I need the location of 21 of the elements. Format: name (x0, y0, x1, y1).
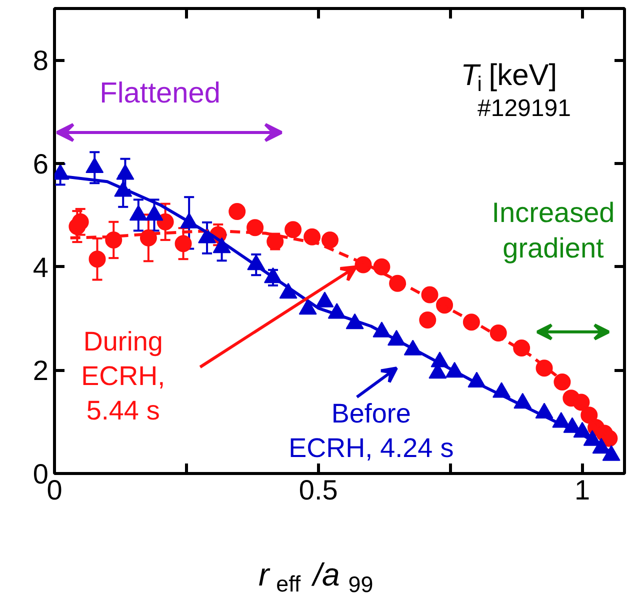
point (246, 219, 264, 236)
y-tick-label: 6 (32, 148, 49, 180)
point (174, 235, 192, 252)
annotation: Increased gradient (492, 197, 615, 264)
y-tick-label: 4 (32, 252, 49, 283)
point (322, 231, 338, 248)
point (72, 213, 89, 230)
x-tick-label: 1 (574, 474, 590, 506)
point (284, 221, 302, 238)
point (228, 203, 246, 220)
point (88, 250, 106, 268)
point (419, 312, 436, 329)
y-tick-label: 2 (32, 355, 49, 386)
legend-label: Before ECRH, 4.24 s (288, 398, 454, 464)
point (156, 213, 174, 230)
x-tick-label: 0.5 (298, 474, 338, 506)
point (298, 298, 317, 315)
text: During ECRH, 5.44 s (81, 326, 166, 426)
annotation: #129191 (478, 95, 571, 122)
y-tick-label: 8 (32, 45, 49, 76)
annotation: Flattened (100, 77, 221, 110)
